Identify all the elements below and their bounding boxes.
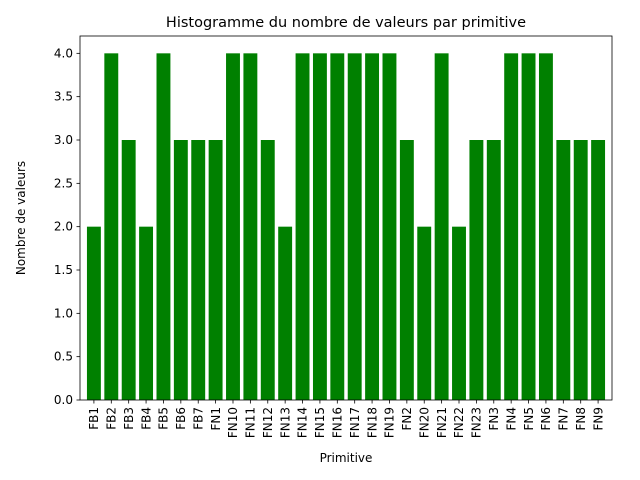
y-tick-label: 1.5 <box>54 263 73 277</box>
y-tick-label: 1.0 <box>54 306 73 320</box>
x-tick-label: FN20 <box>417 407 431 438</box>
x-tick-label: FN22 <box>452 407 466 438</box>
x-tick-label: FN16 <box>331 407 345 438</box>
bar-fn22 <box>452 226 466 400</box>
x-tick-label: FN15 <box>313 407 327 438</box>
x-tick-label: FN23 <box>470 407 484 438</box>
bar-fb4 <box>139 226 154 400</box>
bar-fn23 <box>469 140 484 400</box>
bar-fn1 <box>208 140 223 400</box>
bar-fb5 <box>156 53 171 400</box>
x-tick-label: FN13 <box>278 407 292 438</box>
x-tick-label: FN12 <box>261 407 275 438</box>
x-tick-label: FN9 <box>591 407 605 431</box>
x-tick-label: FN19 <box>383 407 397 438</box>
bar-fn21 <box>434 53 449 400</box>
y-tick-label: 3.5 <box>54 90 73 104</box>
bar-fn10 <box>226 53 240 400</box>
x-tick-label: FB5 <box>157 407 171 430</box>
x-tick-label: FN14 <box>296 407 310 438</box>
y-tick-label: 0.0 <box>54 393 73 407</box>
y-tick-label: 2.0 <box>54 220 73 234</box>
x-axis-label: Primitive <box>320 451 373 465</box>
x-tick-label: FN3 <box>487 407 501 431</box>
bar-fn18 <box>365 53 380 400</box>
x-tick-label: FN5 <box>522 407 536 431</box>
bar-fn11 <box>243 53 258 400</box>
bar-fb2 <box>104 53 119 400</box>
bar-fn12 <box>260 140 275 400</box>
x-tick-label: FB1 <box>87 407 101 430</box>
bar-fn7 <box>556 140 571 400</box>
x-tick-label: FN18 <box>365 407 379 438</box>
y-tick-label: 3.0 <box>54 133 73 147</box>
y-tick-label: 0.5 <box>54 350 73 364</box>
x-tick-label: FN21 <box>435 407 449 438</box>
plot-frame <box>79 35 613 401</box>
x-axis-ticks: FB1 FB2 FB3 FB4 FB5 FB6 FB7 FN1 FN10 FN11 FN12 FN13… <box>87 400 605 438</box>
bar-fn16 <box>330 53 345 400</box>
x-tick-label: FN17 <box>348 407 362 438</box>
y-axis-label: Nombre de valeurs <box>14 161 28 275</box>
x-tick-label: FB4 <box>139 407 153 430</box>
bars-group <box>86 53 606 400</box>
x-tick-label: FB6 <box>174 407 188 430</box>
bar-fb7 <box>191 140 206 400</box>
bar-fb1 <box>86 226 101 400</box>
bar-fn4 <box>504 53 519 400</box>
bar-fn19 <box>382 53 397 400</box>
bar-fn15 <box>312 53 327 400</box>
bar-fn5 <box>521 53 536 400</box>
x-tick-label: FB3 <box>122 407 136 430</box>
x-tick-label: FN7 <box>557 407 571 431</box>
bar-fn17 <box>347 53 362 400</box>
bar-fb3 <box>121 140 136 400</box>
x-tick-label: FN2 <box>400 407 414 431</box>
x-tick-label: FN8 <box>574 407 588 431</box>
x-tick-label: FN4 <box>504 407 518 431</box>
y-tick-label: 4.0 <box>54 46 73 60</box>
bar-fn6 <box>538 53 553 400</box>
bar-fn9 <box>591 140 606 400</box>
chart-title: Histogramme du nombre de valeurs par pri… <box>166 15 526 31</box>
bar-fb6 <box>173 140 188 400</box>
x-tick-label: FN1 <box>209 407 223 431</box>
bar-fn2 <box>399 140 414 400</box>
axes-group <box>79 35 613 401</box>
bar-fn8 <box>573 140 588 400</box>
bar-fn14 <box>295 53 310 400</box>
bar-fn20 <box>417 226 432 400</box>
x-tick-label: FB7 <box>191 407 205 430</box>
bar-fn13 <box>278 226 293 400</box>
y-axis-ticks: 0.0 0.5 1.0 1.5 2.0 2.5 3.0 3.5 4.0 <box>54 46 80 407</box>
bar-fn3 <box>486 140 501 400</box>
x-tick-label: FN11 <box>244 407 258 438</box>
x-tick-label: FN10 <box>226 407 240 438</box>
x-tick-label: FN6 <box>539 407 553 431</box>
y-tick-label: 2.5 <box>54 176 73 190</box>
x-tick-label: FB2 <box>104 407 118 430</box>
